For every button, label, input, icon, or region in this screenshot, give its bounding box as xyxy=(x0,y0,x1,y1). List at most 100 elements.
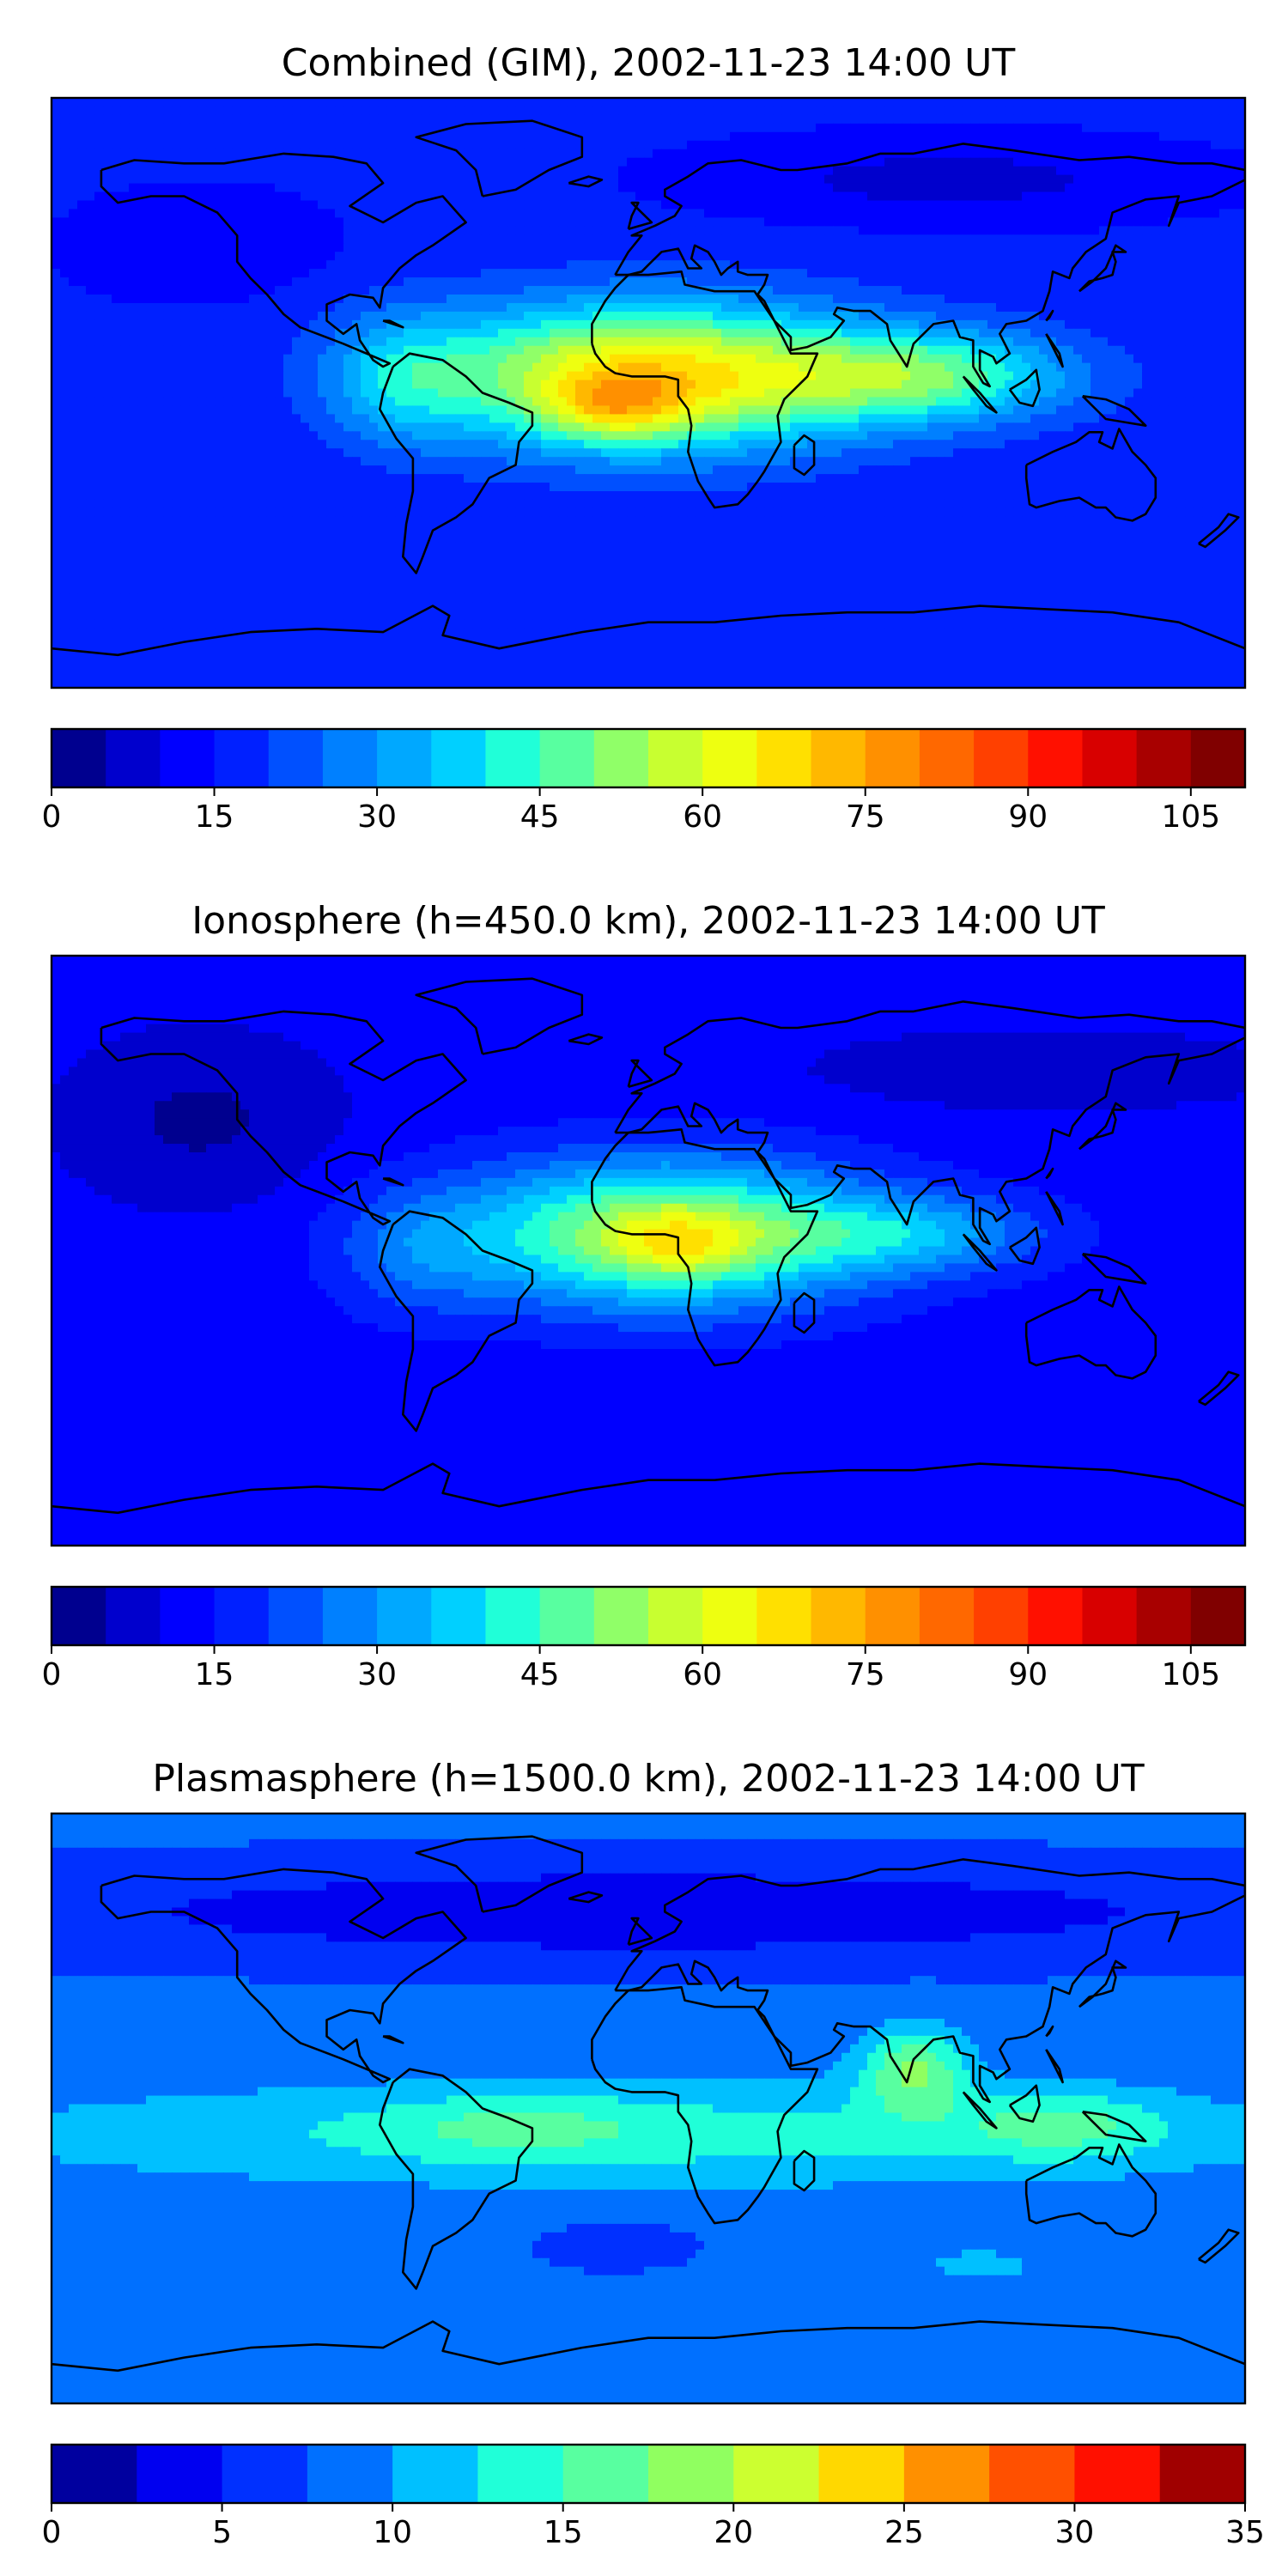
field-cell xyxy=(223,200,233,210)
field-cell xyxy=(876,98,885,107)
field-cell xyxy=(678,123,688,133)
field-cell xyxy=(841,380,851,390)
field-cell xyxy=(867,157,877,167)
field-cell xyxy=(867,234,877,244)
field-cell xyxy=(850,98,860,107)
field-cell xyxy=(781,191,791,202)
field-cell xyxy=(189,337,198,347)
field-cell xyxy=(189,191,198,202)
field-cell xyxy=(1176,295,1186,304)
field-cell xyxy=(464,345,473,355)
field-cell xyxy=(635,140,645,150)
field-cell xyxy=(129,157,138,167)
field-cell xyxy=(1065,277,1074,287)
field-cell xyxy=(910,114,920,125)
field-cell xyxy=(661,388,671,398)
field-cell xyxy=(575,371,585,381)
field-cell xyxy=(335,200,344,210)
field-cell xyxy=(1013,191,1023,202)
field-cell xyxy=(189,140,198,150)
field-cell xyxy=(1116,157,1126,167)
field-cell xyxy=(1151,234,1160,244)
field-cell xyxy=(867,286,877,295)
field-cell xyxy=(962,106,971,116)
field-cell xyxy=(69,319,78,330)
field-cell xyxy=(1108,277,1117,287)
field-cell xyxy=(429,260,439,270)
field-cell xyxy=(893,200,902,210)
field-cell xyxy=(155,209,164,218)
field-cell xyxy=(713,149,722,159)
field-cell xyxy=(936,209,945,218)
field-cell xyxy=(352,166,361,176)
field-cell xyxy=(378,106,387,116)
field-cell xyxy=(249,200,258,210)
field-cell xyxy=(429,311,439,321)
field-cell xyxy=(52,269,61,278)
field-cell xyxy=(790,371,799,381)
field-cell xyxy=(1236,106,1245,116)
field-cell xyxy=(112,157,121,167)
field-cell xyxy=(112,362,121,373)
field-cell xyxy=(1065,260,1074,270)
field-cell xyxy=(301,166,310,176)
field-cell xyxy=(52,319,61,330)
field-cell xyxy=(738,319,748,330)
field-cell xyxy=(876,209,885,218)
field-cell xyxy=(987,388,997,398)
field-cell xyxy=(816,354,825,364)
field-cell xyxy=(550,217,559,227)
field-cell xyxy=(841,114,851,125)
field-cell xyxy=(1168,243,1177,252)
field-cell xyxy=(816,252,825,261)
field-cell xyxy=(996,286,1005,295)
field-cell xyxy=(653,191,662,202)
field-cell xyxy=(927,337,937,347)
field-cell xyxy=(756,174,765,185)
field-cell xyxy=(472,337,482,347)
field-cell xyxy=(524,371,533,381)
field-cell xyxy=(1219,260,1229,270)
field-cell xyxy=(670,200,679,210)
field-cell xyxy=(1159,209,1169,218)
field-cell xyxy=(713,114,722,125)
field-cell xyxy=(69,200,78,210)
field-cell xyxy=(137,183,147,193)
field-cell xyxy=(361,114,370,125)
field-cell xyxy=(361,388,370,398)
field-cell xyxy=(541,157,550,167)
field-cell xyxy=(1133,362,1143,373)
field-cell xyxy=(223,286,233,295)
field-cell xyxy=(369,269,379,278)
field-cell xyxy=(412,166,422,176)
field-cell xyxy=(936,260,945,270)
field-cell xyxy=(1116,226,1126,235)
field-cell xyxy=(730,302,739,313)
field-cell xyxy=(361,183,370,193)
field-cell xyxy=(670,371,679,381)
field-cell xyxy=(275,98,284,107)
field-cell xyxy=(1194,260,1203,270)
field-cell xyxy=(747,295,756,304)
field-cell xyxy=(550,311,559,321)
field-cell xyxy=(824,319,834,330)
field-cell xyxy=(1048,243,1057,252)
field-cell xyxy=(996,157,1005,167)
field-cell xyxy=(455,380,465,390)
field-cell xyxy=(902,311,911,321)
field-cell xyxy=(524,140,533,150)
field-cell xyxy=(979,388,988,398)
field-cell xyxy=(60,183,70,193)
field-cell xyxy=(704,140,714,150)
field-cell xyxy=(1039,319,1048,330)
field-cell xyxy=(1185,226,1194,235)
field-cell xyxy=(1176,243,1186,252)
field-cell xyxy=(893,362,902,373)
field-cell xyxy=(172,149,181,159)
field-cell xyxy=(129,191,138,202)
field-cell xyxy=(756,371,765,381)
field-cell xyxy=(1151,362,1160,373)
field-cell xyxy=(1099,98,1109,107)
field-cell xyxy=(438,114,447,125)
field-cell xyxy=(1108,371,1117,381)
